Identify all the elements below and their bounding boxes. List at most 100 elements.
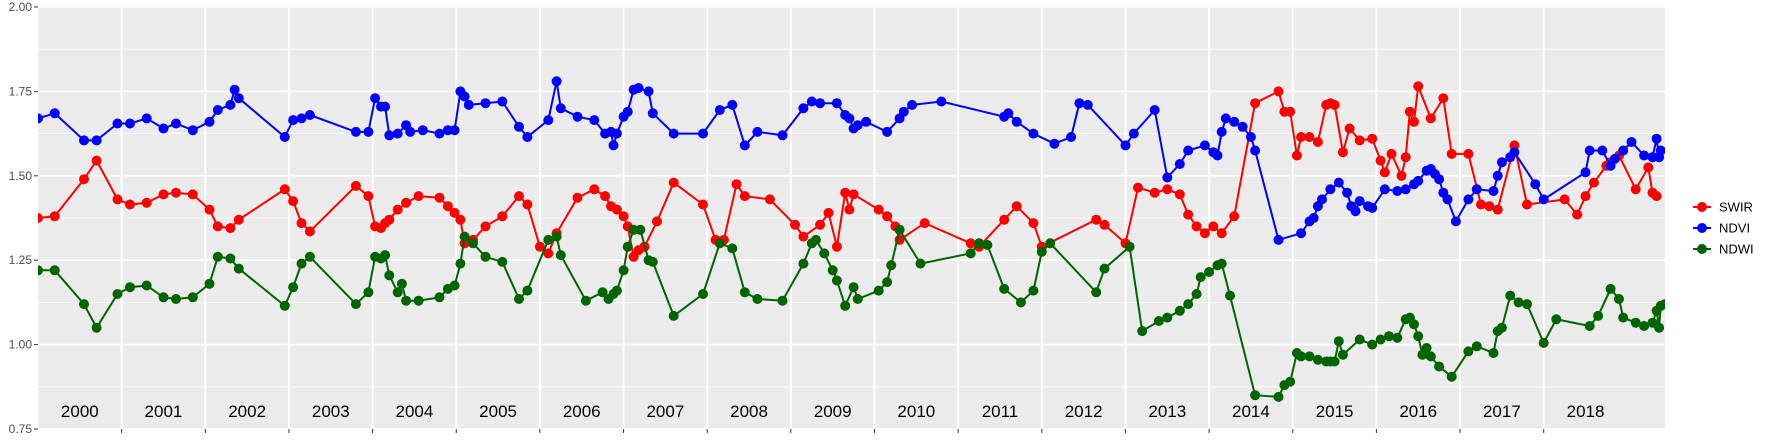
data-point-ndvi bbox=[225, 99, 236, 110]
data-point-ndwi bbox=[965, 248, 976, 259]
data-point-ndvi bbox=[727, 99, 738, 110]
data-point-ndwi bbox=[392, 287, 403, 298]
data-point-ndwi bbox=[514, 294, 524, 304]
data-point-ndwi bbox=[212, 251, 223, 262]
data-point-ndvi bbox=[1220, 113, 1231, 124]
data-point-swir bbox=[1208, 221, 1219, 232]
data-point-swir bbox=[1630, 184, 1641, 195]
data-point-ndwi bbox=[468, 238, 478, 249]
data-point-swir bbox=[1183, 209, 1194, 220]
data-point-swir bbox=[1199, 228, 1210, 239]
data-point-swir bbox=[600, 191, 611, 202]
data-point-ndvi bbox=[861, 116, 872, 127]
data-point-swir bbox=[480, 221, 491, 232]
data-point-ndwi bbox=[1425, 351, 1436, 362]
data-point-ndwi bbox=[91, 322, 102, 333]
data-point-ndwi bbox=[522, 285, 533, 296]
legend-key-point bbox=[1697, 244, 1707, 254]
year-label: 2003 bbox=[312, 402, 350, 421]
data-point-ndwi bbox=[158, 292, 169, 303]
data-point-ndvi bbox=[125, 118, 135, 129]
data-point-ndvi bbox=[91, 135, 102, 146]
data-point-ndwi bbox=[187, 292, 198, 303]
data-point-ndwi bbox=[1296, 351, 1307, 362]
data-point-ndvi bbox=[1074, 98, 1085, 109]
data-point-ndwi bbox=[848, 282, 859, 293]
data-point-ndwi bbox=[459, 231, 470, 242]
data-point-swir bbox=[1572, 209, 1583, 220]
data-point-ndwi bbox=[363, 287, 374, 298]
data-point-swir bbox=[1337, 147, 1348, 158]
data-point-ndvi bbox=[668, 128, 679, 139]
data-point-ndvi bbox=[1509, 147, 1520, 158]
data-point-ndvi bbox=[1350, 206, 1361, 217]
data-point-ndwi bbox=[1654, 322, 1665, 333]
data-point-swir bbox=[204, 204, 215, 215]
y-tick-label: 2.00 bbox=[9, 0, 33, 14]
data-point-ndwi bbox=[304, 251, 315, 262]
data-point-ndwi bbox=[1584, 321, 1595, 331]
data-point-ndvi bbox=[798, 103, 809, 114]
data-point-swir bbox=[534, 241, 545, 252]
data-point-ndwi bbox=[1312, 354, 1323, 365]
data-point-ndwi bbox=[434, 292, 445, 303]
year-label: 2009 bbox=[814, 402, 852, 421]
data-point-swir bbox=[392, 204, 403, 215]
data-point-ndvi bbox=[1250, 145, 1261, 156]
data-point-ndvi bbox=[1082, 99, 1093, 110]
year-label: 2017 bbox=[1483, 402, 1521, 421]
data-point-ndwi bbox=[497, 256, 508, 267]
data-point-ndwi bbox=[1605, 283, 1616, 294]
data-point-ndvi bbox=[698, 128, 708, 139]
data-point-ndvi bbox=[459, 91, 470, 102]
data-point-ndwi bbox=[1036, 246, 1047, 257]
data-point-ndvi bbox=[907, 99, 918, 110]
data-point-swir bbox=[919, 218, 930, 229]
data-point-swir bbox=[1400, 152, 1411, 163]
data-point-ndwi bbox=[38, 265, 43, 276]
data-point-ndvi bbox=[898, 106, 909, 117]
data-point-ndvi bbox=[555, 103, 566, 114]
data-point-ndvi bbox=[1580, 167, 1591, 178]
data-point-ndwi bbox=[1551, 314, 1562, 325]
data-point-ndwi bbox=[1471, 341, 1482, 352]
data-point-ndvi bbox=[1342, 187, 1353, 198]
data-point-ndvi bbox=[1049, 138, 1060, 149]
data-point-ndvi bbox=[158, 123, 169, 134]
data-point-ndvi bbox=[1651, 133, 1662, 144]
year-label: 2012 bbox=[1065, 402, 1103, 421]
data-point-ndwi bbox=[396, 278, 407, 289]
data-point-ndwi bbox=[1162, 312, 1173, 323]
data-point-swir bbox=[1296, 132, 1307, 142]
data-point-ndvi bbox=[852, 120, 863, 131]
data-point-ndvi bbox=[229, 84, 240, 95]
data-point-ndwi bbox=[714, 238, 725, 249]
data-point-swir bbox=[1367, 133, 1378, 144]
data-point-swir bbox=[882, 211, 893, 222]
data-point-swir bbox=[522, 199, 533, 210]
data-point-swir bbox=[1425, 113, 1436, 124]
data-point-ndwi bbox=[580, 295, 591, 306]
data-point-ndwi bbox=[882, 277, 893, 288]
data-point-swir bbox=[1174, 189, 1185, 200]
data-point-ndvi bbox=[1199, 140, 1210, 151]
data-point-swir bbox=[1162, 184, 1173, 195]
legend: SWIR NDVI NDWI bbox=[1693, 200, 1754, 257]
data-point-swir bbox=[1438, 93, 1449, 104]
data-point-swir bbox=[1312, 137, 1323, 147]
data-point-ndwi bbox=[1434, 361, 1445, 372]
data-point-ndwi bbox=[810, 234, 821, 245]
data-point-swir bbox=[831, 241, 842, 252]
year-label: 2013 bbox=[1148, 402, 1186, 421]
data-point-ndwi bbox=[915, 258, 926, 269]
data-point-ndwi bbox=[1413, 331, 1424, 342]
data-point-ndvi bbox=[1655, 145, 1665, 156]
data-point-ndvi bbox=[363, 126, 374, 137]
data-point-swir bbox=[1191, 221, 1202, 232]
data-point-ndwi bbox=[1375, 334, 1386, 345]
data-point-swir bbox=[1409, 116, 1419, 127]
data-point-swir bbox=[543, 248, 554, 259]
data-point-swir bbox=[384, 214, 395, 225]
data-point-swir bbox=[873, 204, 884, 215]
